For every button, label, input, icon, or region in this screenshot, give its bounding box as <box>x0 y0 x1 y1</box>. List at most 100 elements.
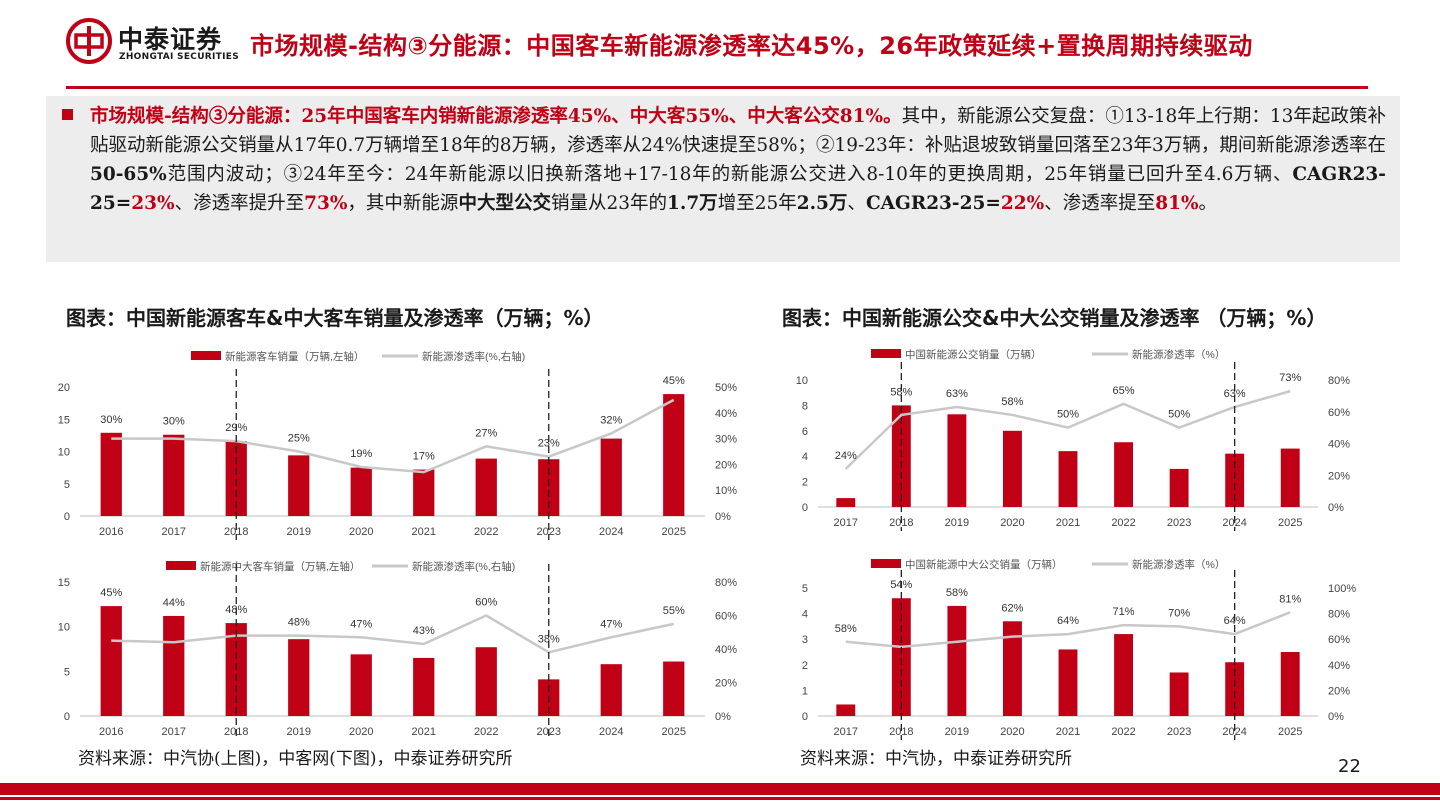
bar <box>288 455 310 516</box>
y2-axis-tick-label: 60% <box>1328 634 1350 646</box>
y-axis-tick-label: 6 <box>802 426 808 438</box>
bar <box>288 639 310 716</box>
y-axis-tick-label: 10 <box>796 375 808 387</box>
bar <box>1169 672 1189 716</box>
x-axis-tick-label: 2022 <box>1111 517 1135 529</box>
footer-bar <box>0 783 1440 795</box>
y-axis-tick-label: 0 <box>64 711 70 723</box>
x-axis-tick-label: 2024 <box>1222 726 1246 738</box>
data-label: 73% <box>1279 372 1301 384</box>
data-label: 64% <box>1224 615 1246 627</box>
x-axis-tick-label: 2024 <box>599 526 623 538</box>
bar <box>1058 649 1078 716</box>
y2-axis-tick-label: 0% <box>715 511 731 523</box>
data-label: 27% <box>475 427 497 439</box>
bar <box>1169 468 1189 507</box>
summary-text: ，其中新能源 <box>347 193 459 214</box>
large-nev-public-bus-sales-chart: 中国新能源中大公交销量（万辆） 新能源渗透率（%） 0 1 2 3 4 5 0% 20% 40% 60… <box>770 554 1370 744</box>
data-label: 65% <box>1113 385 1135 397</box>
y-axis-tick-label: 10 <box>58 447 70 459</box>
x-axis-tick-label: 2023 <box>1167 726 1191 738</box>
summary-text: 、渗透率提至 <box>1044 193 1156 214</box>
legend-label: 新能源渗透率（%） <box>1132 558 1225 571</box>
y2-axis-tick-label: 100% <box>1328 583 1356 595</box>
data-label: 48% <box>288 617 310 629</box>
summary-text: 增至25年 <box>717 193 797 214</box>
page-title: 市场规模-结构③分能源：中国客车新能源渗透率达45%，26年政策延续+置换周期持… <box>250 32 1253 60</box>
summary-headline: 市场规模-结构③分能源：25年中国客车内销新能源渗透率45%、中大客55%、中大… <box>90 106 902 127</box>
x-axis-tick-label: 2024 <box>599 726 623 738</box>
y-axis-tick-label: 1 <box>802 685 808 697</box>
y-axis-tick-label: 4 <box>802 451 808 463</box>
bar <box>163 615 185 716</box>
data-label: 58% <box>1001 396 1023 408</box>
bar <box>413 469 435 516</box>
bar <box>1280 652 1300 716</box>
bar <box>1003 430 1022 507</box>
x-axis-tick-label: 2025 <box>662 526 686 538</box>
data-label: 24% <box>835 450 857 462</box>
x-axis-tick-label: 2020 <box>1000 726 1024 738</box>
summary-volume-2023: 1.7万 <box>667 193 718 214</box>
bar <box>836 498 856 507</box>
summary-text: 范围内波动；③24年至今：24年新能源以旧换新落地+17-18年的新能源公交进入… <box>166 164 1293 185</box>
x-axis-tick-label: 2022 <box>474 726 498 738</box>
bar <box>163 434 185 516</box>
bar <box>663 661 685 716</box>
legend-label: 新能源渗透率(%,右轴) <box>422 350 525 363</box>
legend-label: 新能源客车销量（万辆,左轴） <box>225 350 364 363</box>
bar <box>1114 442 1133 507</box>
penetration-line <box>111 398 675 474</box>
bar <box>600 664 622 716</box>
penetration-line <box>844 389 1291 470</box>
data-label: 64% <box>1057 615 1079 627</box>
data-label: 81% <box>1279 593 1301 605</box>
y2-axis-tick-label: 0% <box>1328 502 1344 514</box>
x-axis-tick-label: 2021 <box>1056 517 1080 529</box>
x-axis-tick-label: 2018 <box>224 526 248 538</box>
bar <box>100 606 122 716</box>
summary-penetration-value: 81% <box>1155 193 1199 214</box>
y-axis-tick-label: 15 <box>58 414 70 426</box>
y-axis-tick-label: 5 <box>64 479 70 491</box>
bar <box>475 647 497 716</box>
logo-english-name: ZHONGTAI SECURITIES <box>119 52 239 62</box>
x-axis-tick-label: 2016 <box>99 526 123 538</box>
legend-label: 新能源渗透率（%） <box>1132 348 1225 361</box>
chart-svg: 新能源中大客车销量（万辆,左轴） 新能源渗透率(%,右轴) 0 5 10 15 0% 20% 4… <box>58 560 737 740</box>
y2-axis-tick-label: 80% <box>715 577 737 589</box>
y2-axis-tick-label: 60% <box>715 611 737 623</box>
summary-volume-2025: 2.5万 <box>796 193 848 214</box>
summary-text: 、 <box>847 193 866 214</box>
penetration-line <box>845 611 1291 649</box>
y2-axis-tick-label: 20% <box>1328 470 1350 482</box>
data-label: 30% <box>100 414 122 426</box>
data-label: 58% <box>890 386 912 398</box>
y-axis-tick-label: 10 <box>58 622 70 634</box>
bar <box>891 598 911 716</box>
y2-axis-tick-label: 60% <box>1328 407 1350 419</box>
data-label: 70% <box>1168 607 1190 619</box>
bar <box>947 414 967 507</box>
bar <box>1114 634 1133 716</box>
summary-cagr-value: 23% <box>131 193 175 214</box>
x-axis-tick-label: 2022 <box>1111 726 1135 738</box>
summary-bus-segment: 中大型公交 <box>458 193 551 214</box>
bar <box>1058 451 1078 507</box>
legend-label: 新能源中大客车销量（万辆,左轴） <box>200 560 360 573</box>
bar <box>1280 448 1300 507</box>
x-axis-tick-label: 2019 <box>287 526 311 538</box>
y2-axis-tick-label: 40% <box>1328 660 1350 672</box>
x-axis-tick-label: 2016 <box>99 726 123 738</box>
x-axis-tick-label: 2025 <box>1278 517 1302 529</box>
square-bullet-icon <box>62 109 73 120</box>
x-axis-tick-label: 2019 <box>287 726 311 738</box>
slide-header: 中泰证券 ZHONGTAI SECURITIES 市场规模-结构③分能源：中国客… <box>0 0 1440 90</box>
legend-swatch-bar <box>166 561 196 570</box>
chart-svg: 中国新能源公交销量（万辆） 新能源渗透率（%） 0 2 4 6 8 10 0% 20% 40% 60%… <box>796 348 1350 531</box>
summary-penetration-value: 73% <box>304 193 348 214</box>
y-axis-tick-label: 0 <box>802 711 808 723</box>
y2-axis-tick-label: 80% <box>1328 375 1350 387</box>
data-label: 55% <box>663 605 685 617</box>
legend-label: 新能源渗透率(%,右轴) <box>412 560 515 573</box>
